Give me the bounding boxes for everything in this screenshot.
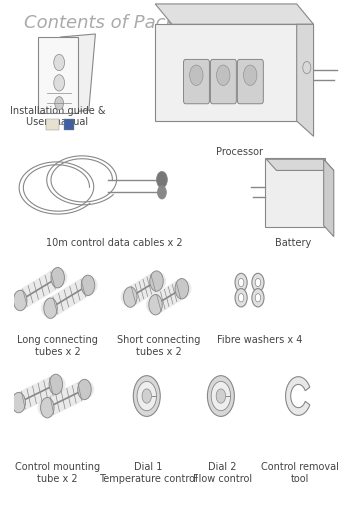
Circle shape [235,289,247,307]
Circle shape [149,294,162,315]
Circle shape [54,75,64,91]
Polygon shape [323,159,334,237]
Text: Processor: Processor [216,146,263,157]
Polygon shape [155,4,314,24]
Polygon shape [266,159,334,170]
Text: Control mounting
tube x 2: Control mounting tube x 2 [15,462,100,484]
Circle shape [12,392,25,413]
Polygon shape [54,34,95,114]
Circle shape [81,275,95,295]
Circle shape [78,379,91,400]
Circle shape [207,376,234,416]
Polygon shape [285,377,310,415]
Text: Battery: Battery [275,238,312,248]
Text: Installation guide &
User manual: Installation guide & User manual [10,106,105,127]
Circle shape [150,271,163,291]
Text: Control removal
tool: Control removal tool [261,462,339,484]
Circle shape [124,287,137,307]
Circle shape [158,186,166,199]
Circle shape [157,172,167,188]
Circle shape [252,273,264,292]
Text: Dial 1
Temperature control: Dial 1 Temperature control [99,462,198,484]
FancyBboxPatch shape [64,119,74,130]
Circle shape [142,389,151,403]
FancyBboxPatch shape [46,119,59,130]
Text: Contents of Packaging: Contents of Packaging [24,14,226,32]
FancyBboxPatch shape [265,158,325,227]
Text: Long connecting
tubes x 2: Long connecting tubes x 2 [17,335,98,356]
Circle shape [216,389,226,403]
Circle shape [255,293,261,302]
Circle shape [303,61,311,74]
Circle shape [238,293,244,302]
Circle shape [175,279,189,299]
FancyBboxPatch shape [237,59,263,104]
Circle shape [235,273,247,292]
Polygon shape [155,24,297,121]
Circle shape [13,290,27,311]
Circle shape [238,279,244,287]
Polygon shape [38,37,78,114]
Circle shape [252,289,264,307]
Circle shape [44,298,57,318]
Text: Short connecting
tubes x 2: Short connecting tubes x 2 [117,335,200,356]
Circle shape [137,381,157,411]
Circle shape [190,65,203,86]
Polygon shape [297,24,314,136]
FancyBboxPatch shape [210,59,237,104]
Circle shape [51,267,64,288]
Circle shape [54,54,64,71]
Circle shape [55,97,64,110]
FancyBboxPatch shape [183,59,209,104]
Circle shape [211,381,231,411]
Circle shape [255,279,261,287]
Circle shape [133,376,160,416]
Circle shape [244,65,257,86]
Circle shape [49,374,63,395]
Text: 10m control data cables x 2: 10m control data cables x 2 [46,238,183,248]
Text: Dial 2
Flow control: Dial 2 Flow control [193,462,252,484]
Circle shape [216,65,230,86]
Circle shape [40,397,54,418]
Text: Fibre washers x 4: Fibre washers x 4 [217,335,302,345]
